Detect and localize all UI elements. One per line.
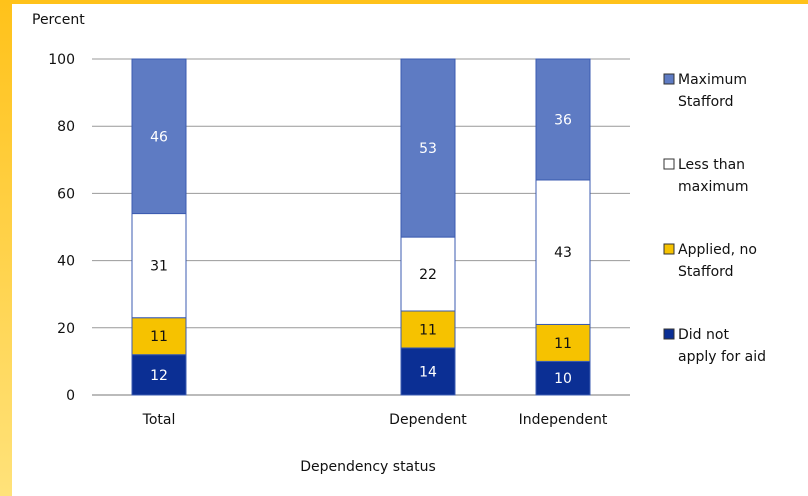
y-axis-label: Percent <box>32 12 85 28</box>
legend-label: Did not <box>678 327 729 343</box>
y-tick-label: 0 <box>66 388 75 404</box>
y-tick-label: 60 <box>57 186 75 202</box>
bar-segment <box>131 354 187 396</box>
x-tick-label: Dependent <box>389 412 467 428</box>
data-label: 22 <box>419 267 437 283</box>
bars: 12 11 31 46 14 11 22 53 10 11 43 36 <box>131 58 591 396</box>
y-tick-labels: 0 20 40 60 80 100 <box>48 52 75 404</box>
bar-segment <box>400 58 456 238</box>
y-tick-label: 20 <box>57 321 75 337</box>
data-label: 11 <box>150 329 168 345</box>
legend-label: Maximum <box>678 72 747 88</box>
data-label: 11 <box>554 336 572 352</box>
bar-segment <box>535 179 591 325</box>
data-label: 14 <box>419 364 437 380</box>
legend-label: Applied, no <box>678 242 757 258</box>
legend-label: Stafford <box>678 94 734 110</box>
y-tick-label: 100 <box>48 52 75 68</box>
data-label: 31 <box>150 259 168 275</box>
bar-segment <box>535 323 591 362</box>
x-axis-label: Dependency status <box>300 459 436 475</box>
y-tick-label: 40 <box>57 254 75 270</box>
legend-swatch <box>663 73 675 85</box>
x-tick-label: Independent <box>519 412 608 428</box>
bar-segment <box>400 347 456 396</box>
data-label: 43 <box>554 245 572 261</box>
x-tick-label: Total <box>142 412 176 428</box>
data-label: 53 <box>419 141 437 157</box>
legend-label: Less than <box>678 157 745 173</box>
legend-swatch <box>663 328 675 340</box>
legend: Maximum Stafford Less than maximum Applied, … <box>663 72 766 365</box>
legend-swatch <box>663 243 675 255</box>
data-label: 11 <box>419 322 437 338</box>
data-label: 10 <box>554 371 572 387</box>
bar-segment <box>131 213 187 319</box>
y-tick-label: 80 <box>57 119 75 135</box>
data-label: 36 <box>554 112 572 128</box>
legend-label: maximum <box>678 179 749 195</box>
x-tick-labels: Total Dependent Independent <box>142 412 608 428</box>
legend-label: apply for aid <box>678 349 766 365</box>
top-accent-strip <box>0 0 808 4</box>
legend-swatch <box>663 158 675 170</box>
left-accent-strip <box>0 0 12 496</box>
legend-label: Stafford <box>678 264 734 280</box>
data-label: 12 <box>150 368 168 384</box>
bar-segment <box>131 317 187 356</box>
bar-segment <box>131 58 187 215</box>
data-label: 46 <box>150 129 168 145</box>
bar-segment <box>535 58 591 181</box>
